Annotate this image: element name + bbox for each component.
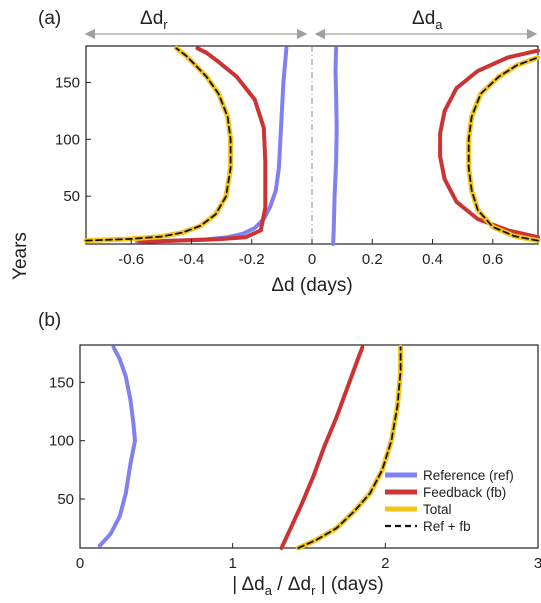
legend: Reference (ref) Feedback (fb) Total Ref + f… <box>385 468 514 534</box>
series-feedback-line <box>438 48 540 240</box>
series-total-line <box>83 45 234 244</box>
legend-label-total: Total <box>423 502 452 517</box>
panel-b-yticks: 50 100 150 <box>49 374 85 508</box>
panel-b-label: (b) <box>38 310 61 331</box>
panel-b-frame <box>79 344 539 549</box>
x-tick-label: -0.4 <box>179 251 205 268</box>
x-tick-label: 1 <box>228 555 236 572</box>
dr-header-label: Δdr <box>140 8 168 32</box>
x-tick-label: 0 <box>308 251 316 268</box>
x-tick-label: 0.2 <box>362 251 383 268</box>
panel-a-xticks: -0.6 -0.4 -0.2 0 0.2 0.4 0.6 <box>118 239 503 268</box>
legend-label-ref_fb: Ref + fb <box>423 519 471 534</box>
panel-a-xlabel: Δd (days) <box>271 275 352 296</box>
series-feedback-line <box>279 345 365 550</box>
series-ref_fb-line <box>297 346 402 549</box>
y-tick-label: 150 <box>49 374 74 391</box>
y-tick-label: 150 <box>55 74 80 91</box>
ylabel-years: Years <box>10 232 31 280</box>
legend-label-feedback: Feedback (fb) <box>423 485 506 500</box>
y-tick-label: 50 <box>63 188 80 205</box>
x-tick-label: -0.6 <box>118 251 144 268</box>
panel-b-xticks: 0 1 2 3 <box>76 543 541 572</box>
series-ref_fb-line <box>85 47 232 242</box>
x-tick-label: 3 <box>534 555 541 572</box>
da-header-label: Δda <box>412 8 443 32</box>
panel-b-series <box>97 344 404 551</box>
x-tick-label: 2 <box>381 555 389 572</box>
y-tick-label: 100 <box>55 131 80 148</box>
series-feedback-line <box>138 46 268 244</box>
panel-a-label: (a) <box>38 8 61 29</box>
panel-a-series <box>83 45 541 246</box>
x-tick-label: 0 <box>76 555 84 572</box>
panel-b-xlabel: | Δda / Δdr | (days) <box>232 574 383 598</box>
series-reference-line <box>97 345 137 548</box>
series-total-line <box>466 54 541 244</box>
series-reference-line <box>331 46 339 246</box>
series-ref_fb-line <box>467 56 539 242</box>
legend-label-reference: Reference (ref) <box>423 468 514 483</box>
x-tick-label: 0.6 <box>482 251 503 268</box>
y-tick-label: 100 <box>49 433 74 450</box>
x-tick-label: -0.2 <box>239 251 265 268</box>
x-tick-label: 0.4 <box>422 251 443 268</box>
panel-a-yticks: 50 100 150 <box>55 74 91 205</box>
y-tick-label: 50 <box>57 491 74 508</box>
